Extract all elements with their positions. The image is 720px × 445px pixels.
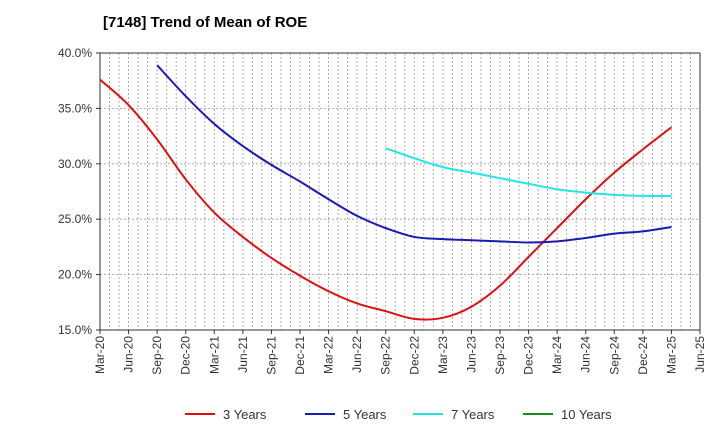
legend-label: 3 Years (223, 407, 267, 422)
y-tick-label: 25.0% (58, 212, 92, 226)
x-tick-label: Mar-21 (207, 336, 221, 374)
y-tick-label: 30.0% (58, 157, 92, 171)
chart-title: [7148] Trend of Mean of ROE (103, 14, 308, 31)
x-tick-label: Sep-24 (607, 336, 621, 375)
series-line-7-years (385, 147, 672, 198)
series-line-5-years (156, 64, 672, 244)
plot-border (99, 52, 701, 331)
x-tick-label: Jun-20 (122, 336, 136, 373)
y-tick-label: 35.0% (58, 101, 92, 115)
x-tick-label: Mar-22 (322, 336, 336, 374)
plot-area (100, 53, 700, 330)
x-tick-label: Jun-24 (579, 336, 593, 373)
x-tick-label: Mar-23 (436, 336, 450, 374)
y-tick-label: 15.0% (58, 323, 92, 337)
y-tick-label: 40.0% (58, 46, 92, 60)
x-tick-label: Mar-25 (664, 336, 678, 374)
legend-label: 5 Years (343, 407, 387, 422)
x-tick-label: Jun-21 (236, 336, 250, 373)
legend-label: 10 Years (561, 407, 612, 422)
x-tick-label: Dec-20 (179, 336, 193, 375)
x-tick-label: Mar-24 (550, 336, 564, 374)
x-tick-label: Sep-21 (264, 336, 278, 375)
x-tick-label: Jun-23 (464, 336, 478, 373)
x-tick-label: Jun-25 (693, 336, 707, 373)
x-tick-label: Mar-20 (93, 336, 107, 374)
legend-label: 7 Years (451, 407, 495, 422)
x-tick-label: Jun-22 (350, 336, 364, 373)
x-tick-label: Dec-24 (636, 336, 650, 375)
x-tick-label: Dec-23 (522, 336, 536, 375)
x-tick-label: Sep-22 (379, 336, 393, 375)
x-tick-label: Sep-23 (493, 336, 507, 375)
x-tick-label: Dec-22 (407, 336, 421, 375)
y-tick-label: 20.0% (58, 268, 92, 282)
x-tick-label: Sep-20 (150, 336, 164, 375)
series-line-3-years (99, 78, 673, 321)
x-tick-label: Dec-21 (293, 336, 307, 375)
